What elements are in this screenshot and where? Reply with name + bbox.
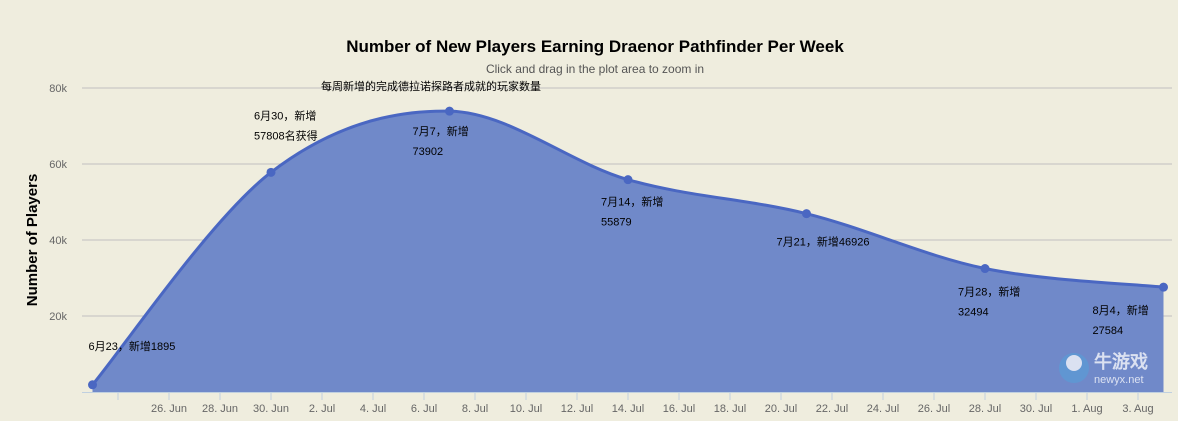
data-label: 73902 bbox=[413, 146, 444, 158]
data-point bbox=[88, 380, 97, 390]
y-axis: 20k 40k 60k 80k bbox=[49, 83, 67, 323]
data-label: 27584 bbox=[1093, 325, 1124, 337]
y-tick-label: 60k bbox=[49, 159, 67, 171]
data-label: 6月23，新增1895 bbox=[89, 339, 176, 353]
y-tick-label: 80k bbox=[49, 83, 67, 95]
x-tick-label: 12. Jul bbox=[561, 403, 593, 415]
x-tick-label: 4. Jul bbox=[360, 403, 386, 415]
data-label: 7月14，新增 bbox=[601, 195, 663, 209]
chart-title: Number of New Players Earning Draenor Pa… bbox=[346, 37, 844, 56]
data-label: 7月28，新增 bbox=[958, 285, 1020, 299]
x-tick-label: 3. Aug bbox=[1122, 403, 1153, 415]
data-label: 57808名获得 bbox=[254, 128, 318, 142]
data-point bbox=[623, 175, 633, 185]
x-tick-label: 8. Jul bbox=[462, 403, 488, 415]
data-point bbox=[445, 106, 454, 116]
x-tick-label: 20. Jul bbox=[765, 403, 797, 415]
data-label: 55879 bbox=[601, 217, 632, 229]
watermark-text: 牛游戏 bbox=[1094, 351, 1148, 372]
x-tick-label: 10. Jul bbox=[510, 403, 542, 415]
series-area bbox=[92, 111, 1164, 393]
data-label: 6月30，新增 bbox=[254, 108, 316, 122]
data-label: 32494 bbox=[958, 307, 989, 319]
x-tick-label: 28. Jul bbox=[969, 403, 1001, 415]
x-tick-label: 1. Aug bbox=[1071, 403, 1102, 415]
series-caption: 每周新增的完成德拉诺探路者成就的玩家数量 bbox=[321, 79, 541, 93]
x-tick-label: 30. Jun bbox=[253, 403, 289, 415]
x-tick-label: 26. Jul bbox=[918, 403, 950, 415]
data-point bbox=[1159, 282, 1168, 292]
x-tick-label: 2. Jul bbox=[309, 403, 335, 415]
data-point bbox=[266, 167, 276, 177]
x-axis: 26. Jun 28. Jun 30. Jun 2. Jul 4. Jul 6. Jul 8… bbox=[82, 392, 1172, 415]
data-points bbox=[88, 106, 1168, 390]
data-label: 7月7，新增 bbox=[413, 124, 469, 138]
x-tick-label: 14. Jul bbox=[612, 403, 644, 415]
x-tick-label: 6. Jul bbox=[411, 403, 437, 415]
chart-subtitle: Click and drag in the plot area to zoom … bbox=[486, 62, 704, 76]
x-tick-label: 26. Jun bbox=[151, 403, 187, 415]
y-tick-label: 40k bbox=[49, 235, 67, 247]
data-label: 7月21，新增46926 bbox=[777, 235, 870, 249]
data-point bbox=[980, 264, 990, 274]
y-axis-title: Number of Players bbox=[24, 174, 41, 307]
x-tick-label: 24. Jul bbox=[867, 403, 899, 415]
watermark-logo: 牛游戏 newyx.net bbox=[1059, 351, 1148, 386]
x-tick-label: 28. Jun bbox=[202, 403, 238, 415]
watermark-domain: newyx.net bbox=[1094, 374, 1144, 386]
x-tick-label: 30. Jul bbox=[1020, 403, 1052, 415]
x-tick-label: 22. Jul bbox=[816, 403, 848, 415]
x-tick-label: 18. Jul bbox=[714, 403, 746, 415]
y-tick-label: 20k bbox=[49, 311, 67, 323]
data-label: 8月4，新增 bbox=[1093, 303, 1149, 317]
data-annotations: 6月23，新增1895 6月30，新增 57808名获得 7月7，新增 73902 7月1… bbox=[89, 108, 1149, 352]
data-point bbox=[802, 209, 811, 219]
x-tick-label: 16. Jul bbox=[663, 403, 695, 415]
